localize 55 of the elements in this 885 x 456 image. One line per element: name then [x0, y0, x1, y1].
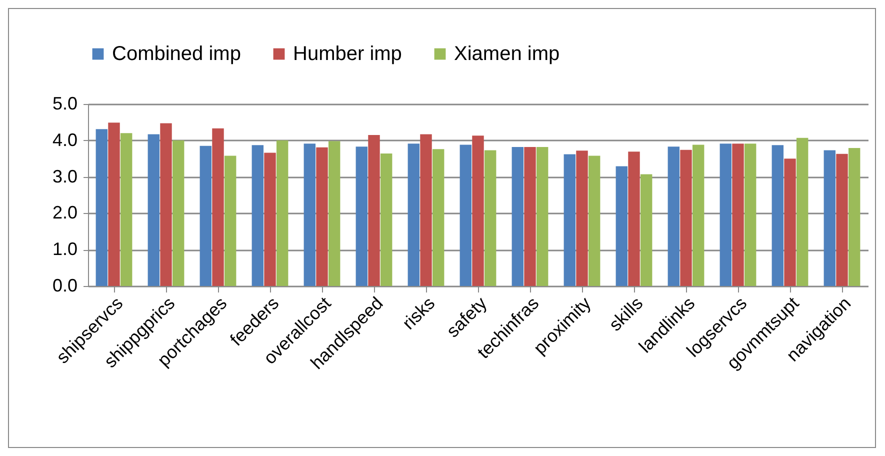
y-tick-label: 2.0 [52, 202, 78, 223]
bar [368, 134, 380, 286]
bar [420, 134, 432, 286]
y-tick-label: 5.0 [52, 94, 78, 114]
bar [200, 146, 212, 286]
legend-label: Humber imp [293, 43, 402, 65]
legend-label: Xiamen imp [454, 43, 560, 65]
y-tick-label: 1.0 [52, 239, 78, 260]
bar [640, 174, 652, 286]
legend-label: Combined imp [112, 43, 241, 65]
bar [328, 141, 340, 286]
bar [616, 166, 628, 286]
bar [784, 158, 796, 286]
bar [824, 150, 836, 286]
bar [304, 144, 316, 286]
x-tick-label: risks [398, 293, 439, 334]
bar [356, 146, 368, 286]
bar [512, 146, 524, 286]
bar [484, 150, 496, 286]
bar [588, 156, 600, 286]
y-tick-label: 3.0 [52, 166, 78, 186]
bar [680, 150, 692, 286]
bar [668, 146, 680, 286]
bar [212, 128, 224, 286]
bar [692, 144, 704, 286]
bar [576, 150, 588, 286]
bar [536, 146, 548, 286]
bar [628, 152, 640, 286]
bar [524, 146, 536, 286]
bar [472, 136, 484, 286]
bar [720, 144, 732, 286]
bar [252, 145, 264, 286]
bar [460, 144, 472, 286]
bar [836, 154, 848, 286]
bar [96, 129, 108, 286]
y-tick-label: 0.0 [52, 276, 78, 296]
bar [432, 149, 444, 286]
bar [380, 154, 392, 286]
bar [108, 122, 120, 286]
y-tick-label: 4.0 [52, 130, 78, 150]
bar [408, 144, 420, 286]
bar [224, 156, 236, 286]
bar [744, 144, 756, 286]
bar [772, 145, 784, 286]
bar [796, 138, 808, 286]
bar [848, 148, 860, 286]
bar [564, 154, 576, 286]
bar [120, 133, 132, 286]
bar [276, 140, 288, 286]
bar [264, 152, 276, 286]
bar [316, 147, 328, 286]
bar [732, 144, 744, 286]
bar [160, 123, 172, 286]
bar [172, 140, 184, 286]
bar [148, 134, 160, 286]
